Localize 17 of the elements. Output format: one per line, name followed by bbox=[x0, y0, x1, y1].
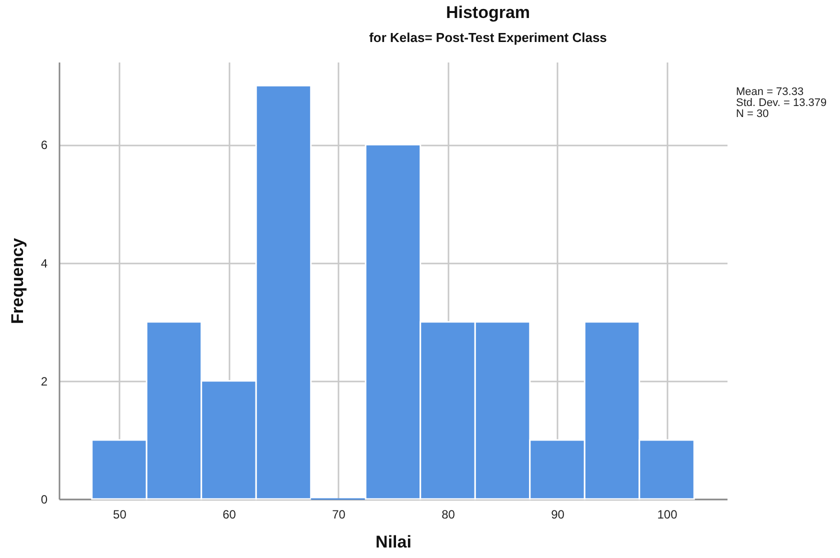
x-tick-label: 50 bbox=[113, 508, 127, 522]
text: Std. Dev. = 13.379 bbox=[736, 97, 827, 109]
x-tick-label: 90 bbox=[551, 508, 565, 522]
y-axis-title: Frequency bbox=[8, 237, 27, 324]
x-tick-label: 80 bbox=[442, 508, 456, 522]
x-tick-label: 60 bbox=[222, 508, 236, 522]
y-tick-label: 6 bbox=[40, 138, 48, 152]
chart-title: Histogram bbox=[446, 3, 530, 22]
x-tick-label: 70 bbox=[332, 508, 346, 522]
text: N = 30 bbox=[736, 108, 769, 120]
y-tick-label: 0 bbox=[40, 492, 48, 506]
x-tick-label: 100 bbox=[657, 508, 678, 522]
x-axis-title: Nilai bbox=[376, 532, 412, 552]
chart-subtitle: for Kelas= Post-Test Experiment Class bbox=[369, 30, 607, 45]
y-tick-label: 2 bbox=[40, 374, 48, 388]
y-tick-label: 4 bbox=[40, 256, 48, 270]
text: Mean = 73.33 bbox=[736, 86, 804, 98]
